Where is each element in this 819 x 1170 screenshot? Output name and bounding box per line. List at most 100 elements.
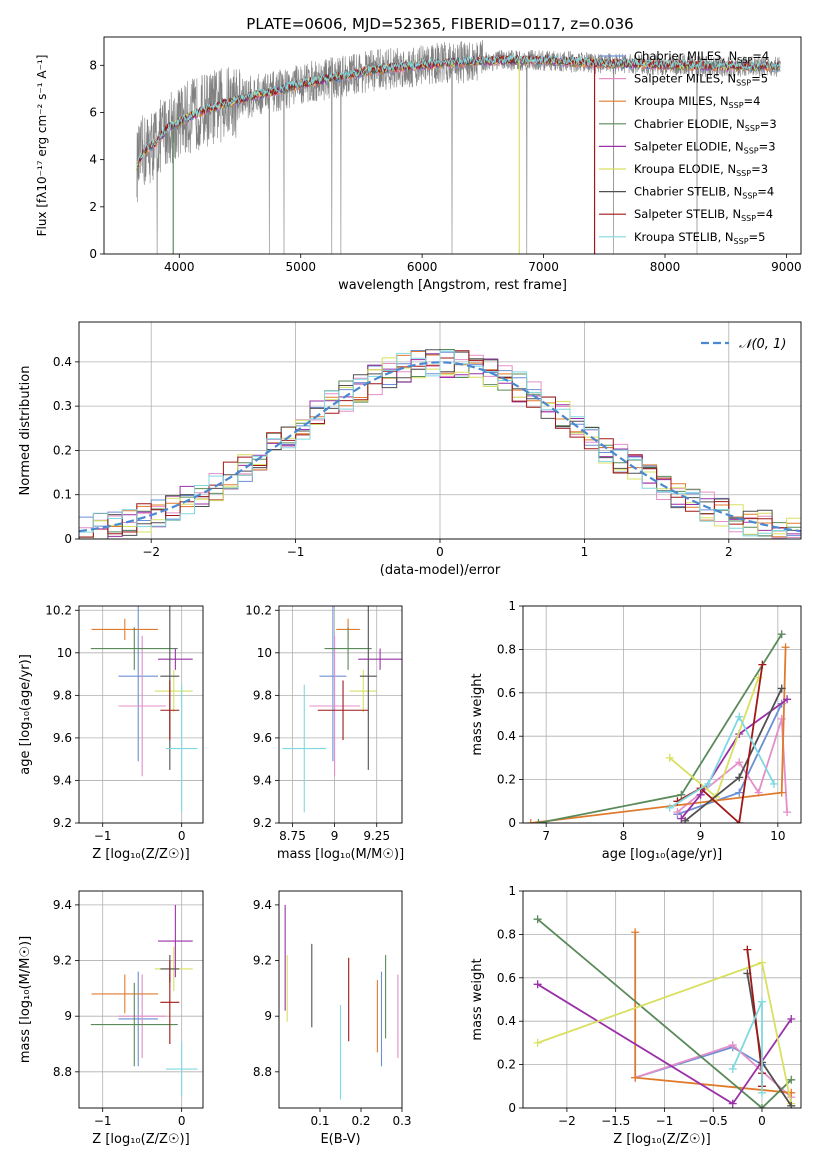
axes-frame [522, 890, 802, 1109]
weight-marker-salpeter-miles [673, 808, 682, 817]
weight-marker-salpeter-stelib [735, 819, 744, 823]
y-tick-label: 9 [264, 1009, 272, 1023]
plot-area [526, 630, 792, 823]
x-axis-label: Z [log₁₀(Z/Z☉)] [613, 1132, 710, 1147]
x-tick-label: 7000 [528, 260, 559, 274]
x-tick-label: 0 [178, 1114, 186, 1128]
weight-marker-kroupa-miles [777, 788, 786, 797]
y-tick-label: 0.4 [497, 1014, 516, 1028]
y-tick-label: 0 [508, 1101, 516, 1115]
y-tick-label: 9.4 [53, 773, 72, 787]
y-tick-label: 9.2 [53, 816, 72, 830]
x-tick-label: 8 [620, 829, 628, 843]
x-tick-label: −1.5 [601, 1114, 630, 1128]
legend-label-chabrier-elodie: Chabrier ELODIE, NSSP=3 [634, 117, 777, 133]
weight-marker-kroupa-miles [631, 928, 640, 937]
y-tick-label: 10 [57, 646, 72, 660]
legend-label-kroupa-miles: Kroupa MILES, NSSP=4 [634, 94, 760, 110]
x-tick-label: 9.25 [363, 829, 390, 843]
weight-line-chabrier-stelib [684, 688, 783, 822]
figure-title: PLATE=0606, MJD=52365, FIBERID=0117, z=0… [246, 15, 633, 33]
weight-marker-kroupa-elodie [665, 753, 674, 762]
axes-frame [78, 890, 204, 1109]
weight-marker-kroupa-stelib [757, 997, 766, 1006]
y-tick-label: 0 [508, 816, 516, 830]
weight-marker-chabrier-elodie [533, 915, 542, 924]
weight-marker-chabrier-stelib [787, 1101, 796, 1108]
weight-line-kroupa-miles [530, 647, 787, 823]
axes-frame [522, 605, 802, 824]
y-axis-label: Flux [fλ10⁻¹⁷ erg cm⁻² s⁻¹ A⁻¹] [35, 55, 49, 237]
y-tick-label: 10 [257, 646, 272, 660]
y-axis-label: mass [log₁₀(M/M☉)] [18, 936, 33, 1063]
y-tick-label: 0.8 [497, 642, 516, 656]
y-tick-label: 0.3 [53, 399, 72, 413]
chart-age-vs-weight: 7 8 9 10 0 0.2 0.4 0.6 0.8 1 age [log₁₀(age/yr)] ma… [470, 599, 802, 862]
x-tick-label: 9000 [771, 260, 802, 274]
weight-marker-salpeter-elodie [728, 1099, 737, 1108]
axes-frame [278, 605, 403, 824]
x-tick-label: −2 [558, 1114, 576, 1128]
model-spectrum-kroupa-stelib [136, 53, 781, 166]
y-tick-label: 9.4 [253, 773, 272, 787]
x-tick-label: −1 [287, 545, 305, 559]
axes-frame [278, 890, 403, 1109]
weight-marker-kroupa-elodie [757, 958, 766, 967]
y-axis-label: mass weight [470, 673, 485, 755]
weight-marker-chabrier-elodie [757, 1104, 766, 1108]
y-tick-label: 8.8 [53, 1065, 72, 1079]
y-tick-label: 0.1 [53, 488, 72, 502]
weight-marker-kroupa-stelib [757, 1088, 766, 1097]
weight-marker-chabrier-elodie [777, 630, 786, 639]
y-tick-label: 9.2 [53, 954, 72, 968]
y-tick-label: 0 [89, 247, 97, 261]
chart-spectrum: 4000 5000 6000 7000 8000 9000 0 2 4 6 8 wavelength … [35, 36, 802, 293]
weight-marker-kroupa-elodie [533, 1038, 542, 1047]
x-tick-label: −1 [94, 829, 112, 843]
y-tick-label: 9 [64, 1009, 72, 1023]
plot-area [90, 904, 198, 1097]
chart-z-vs-age: −1 0 9.2 9.4 9.6 9.8 10 10.2 Z [log₁₀(Z/Z☉)] age … [18, 603, 204, 862]
x-tick-label: 8000 [650, 260, 681, 274]
weight-marker-chabrier-stelib [681, 816, 690, 823]
legend-label-normal: 𝒩(0, 1) [739, 337, 786, 352]
y-tick-label: 4 [89, 153, 97, 167]
weight-marker-kroupa-stelib [665, 803, 674, 812]
weight-marker-chabrier-stelib [735, 773, 744, 782]
y-tick-label: 8 [89, 58, 97, 72]
chart-mass-vs-age: 8.75 9 9.25 9.2 9.4 9.6 9.8 10 10.2 mass [log₁₀(M… [245, 603, 404, 862]
weight-line-chabrier-miles [634, 1046, 763, 1079]
chart-residuals: −2 −1 0 1 2 0 0.1 0.2 0.3 0.4 (data-model)/error No… [18, 321, 802, 578]
y-tick-label: 0.2 [53, 443, 72, 457]
histogram-chabrier-stelib [79, 349, 801, 539]
plot-area [79, 349, 801, 539]
y-tick-label: 1 [508, 884, 516, 898]
x-axis-label: age [log₁₀(age/yr)] [602, 847, 723, 862]
plot-area [90, 606, 198, 813]
axes-frame [103, 36, 802, 255]
y-tick-label: 9.4 [53, 898, 72, 912]
y-tick-label: 0.2 [497, 1058, 516, 1072]
weight-marker-chabrier-elodie [534, 819, 543, 823]
x-tick-label: −0.5 [699, 1114, 728, 1128]
x-axis-label: wavelength [Angstrom, rest frame] [338, 278, 567, 293]
weight-marker-salpeter-miles [735, 758, 744, 767]
weight-marker-chabrier-stelib [777, 684, 786, 693]
x-tick-label: 6000 [407, 260, 438, 274]
weight-marker-kroupa-miles [631, 1073, 640, 1082]
x-axis-label: mass [log₁₀(M/M☉)] [277, 847, 404, 862]
x-tick-label: 1 [581, 545, 589, 559]
x-tick-label: 0.1 [310, 1114, 329, 1128]
chart-z-vs-mass: −1 0 8.8 9 9.2 9.4 Z [log₁₀(Z/Z☉)] mass [log₁₀(… [18, 890, 204, 1147]
weight-marker-salpeter-elodie [533, 980, 542, 989]
x-tick-label: 0.3 [392, 1114, 411, 1128]
axes-frame [78, 605, 204, 824]
weight-marker-chabrier-elodie [677, 790, 686, 799]
x-tick-label: 9 [331, 829, 339, 843]
x-tick-label: 0 [436, 545, 444, 559]
normal-reference-curve [79, 361, 801, 533]
legend-label-kroupa-elodie: Kroupa ELODIE, NSSP=3 [634, 162, 768, 178]
y-tick-label: 9.4 [253, 898, 272, 912]
x-tick-label: −1 [94, 1114, 112, 1128]
